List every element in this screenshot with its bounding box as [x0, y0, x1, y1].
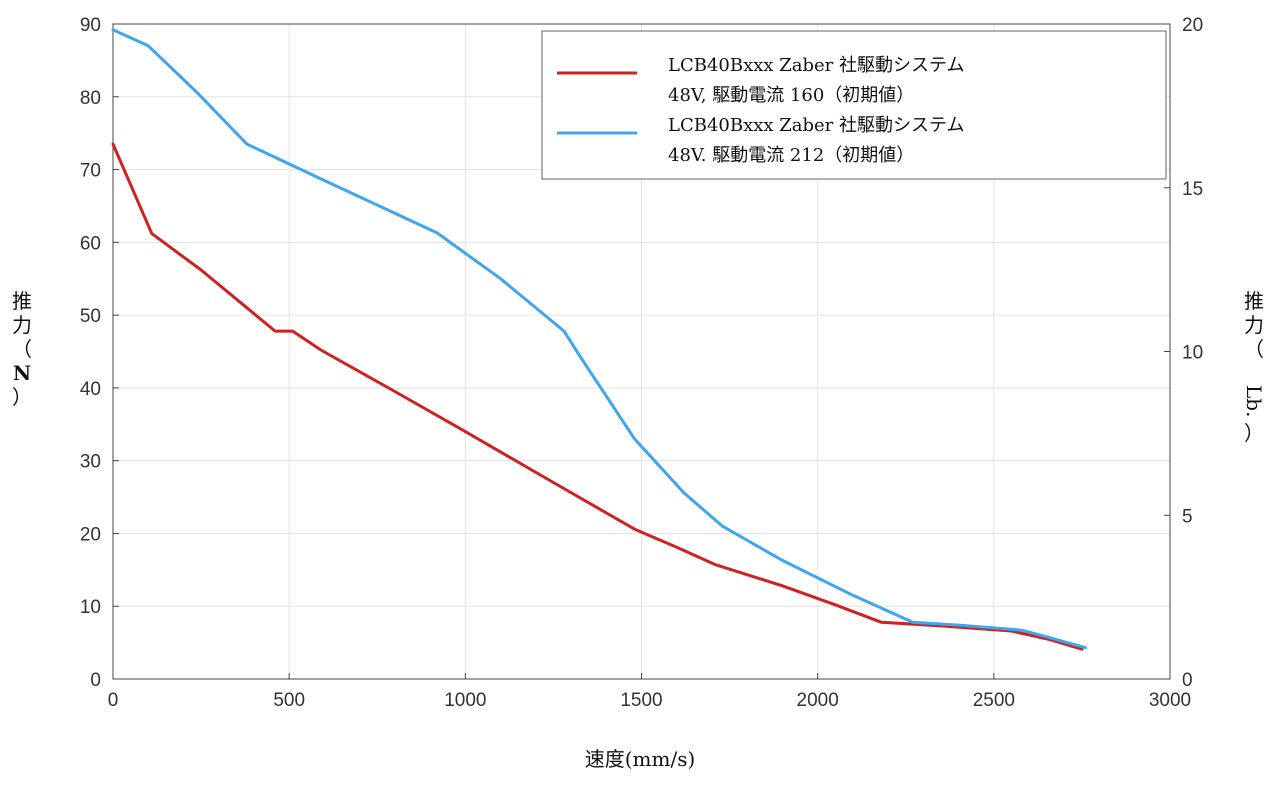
y-left-tick-label: 80	[80, 88, 101, 109]
legend-box	[541, 30, 1167, 180]
y-axis-title-left-char: 力	[12, 313, 32, 337]
ticks-layer: 0 500 1000 1500 2000 2500 30000102030405060708…	[80, 15, 1203, 711]
y-right-tick-label: 20	[1182, 15, 1203, 36]
y-right-tick-label: 10	[1182, 343, 1203, 364]
y-axis-title-right-char: （	[1244, 337, 1264, 361]
y-right-tick-label: 5	[1182, 506, 1193, 527]
series-line-1	[111, 142, 1084, 651]
x-tick-label: 3000	[1149, 690, 1191, 711]
x-tick-label: 2500	[973, 690, 1015, 711]
x-tick-label: 500	[273, 690, 305, 711]
y-left-tick-label: 30	[80, 452, 101, 473]
y-axis-title-left-char: ）	[12, 385, 32, 409]
y-left-tick-label: 50	[80, 306, 101, 327]
legend-label-series-2-line-1: LCB40Bxxx Zaber 社駆動システム	[668, 115, 964, 136]
y-axis-title-right: 推 力 （ Lb. ）	[1242, 289, 1266, 445]
y-axis-title-right-char: 力	[1244, 313, 1264, 337]
y-axis-title-right-char: 推	[1244, 289, 1264, 313]
y-right-tick-label: 15	[1182, 179, 1203, 200]
x-tick-label: 1500	[620, 690, 662, 711]
y-left-tick-label: 0	[90, 670, 101, 691]
legend-label-series-1-line-2: 48V, 駆動電流 160（初期値）	[668, 85, 914, 106]
y-axis-title-right-char: ）	[1244, 421, 1264, 445]
x-tick-label: 0	[108, 690, 119, 711]
y-axis-title-left-char: 推	[12, 289, 32, 313]
y-right-tick-label: 0	[1182, 670, 1193, 691]
series-layer	[111, 28, 1087, 651]
y-axis-title-left: 推 力 （ N ）	[12, 289, 32, 409]
legend: LCB40Bxxx Zaber 社駆動システム 48V, 駆動電流 160（初期…	[541, 30, 1167, 180]
y-axis-title-right-char: Lb.	[1242, 385, 1266, 417]
series-line-2	[111, 28, 1087, 650]
y-left-tick-label: 20	[80, 524, 101, 545]
x-axis-title: 速度(mm/s)	[585, 747, 696, 771]
y-left-tick-label: 90	[80, 15, 101, 36]
legend-label-series-1-line-1: LCB40Bxxx Zaber 社駆動システム	[668, 55, 964, 76]
y-left-tick-label: 10	[80, 597, 101, 618]
legend-label-series-2-line-2: 48V. 駆動電流 212（初期値）	[668, 145, 914, 166]
y-left-tick-label: 60	[80, 233, 101, 254]
y-axis-title-left-char: （	[12, 337, 32, 361]
y-left-tick-label: 40	[80, 379, 101, 400]
x-tick-label: 1000	[444, 690, 486, 711]
x-tick-label: 2000	[797, 690, 839, 711]
y-axis-title-left-char: N	[13, 361, 31, 385]
y-left-tick-label: 70	[80, 161, 101, 182]
